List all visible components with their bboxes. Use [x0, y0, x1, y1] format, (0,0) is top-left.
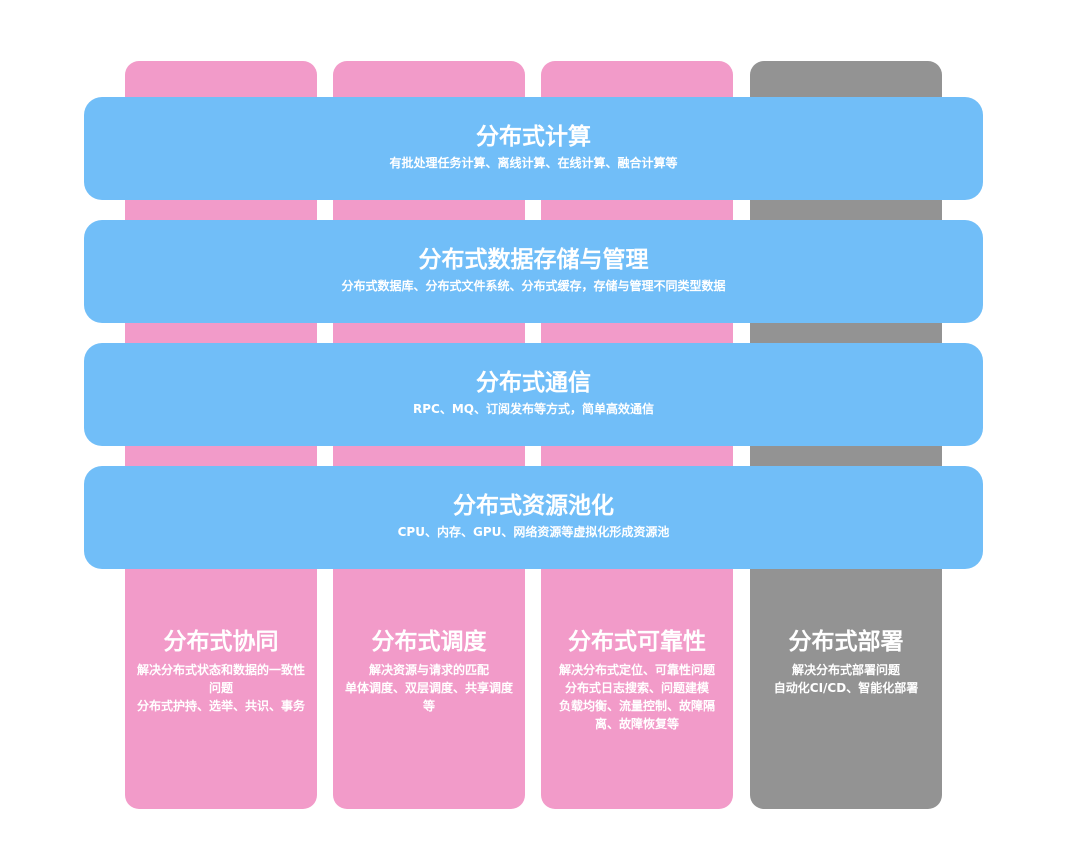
- column-line: 分布式护持、选举、共识、事务: [136, 699, 305, 713]
- column-line: 负载均衡、流量控制、故障隔离、故障恢复等: [558, 699, 715, 731]
- band-title: 分布式数据存储与管理: [418, 246, 649, 273]
- band-description: 分布式数据库、分布式文件系统、分布式缓存，存储与管理不同类型数据: [341, 278, 726, 293]
- column-line: 自动化CI/CD、智能化部署: [773, 681, 919, 695]
- band-storage: 分布式数据存储与管理 分布式数据库、分布式文件系统、分布式缓存，存储与管理不同类…: [84, 220, 983, 323]
- column-title: 分布式协同: [163, 629, 279, 655]
- band-resource-pooling: 分布式资源池化 CPU、内存、GPU、网络资源等虚拟化形成资源池: [84, 466, 983, 569]
- column-line: 解决资源与请求的匹配: [368, 663, 489, 677]
- band-computing: 分布式计算 有批处理任务计算、离线计算、在线计算、融合计算等: [84, 97, 983, 200]
- column-description: 解决分布式部署问题 自动化CI/CD、智能化部署: [770, 661, 922, 697]
- column-description: 解决分布式定位、可靠性问题 分布式日志搜索、问题建模 负载均衡、流量控制、故障隔…: [545, 661, 729, 733]
- band-description: RPC、MQ、订阅发布等方式，简单高效通信: [413, 401, 654, 416]
- column-line: 单体调度、双层调度、共享调度等: [344, 681, 513, 713]
- column-line: 解决分布式状态和数据的一致性问题: [136, 663, 305, 695]
- band-communication: 分布式通信 RPC、MQ、订阅发布等方式，简单高效通信: [84, 343, 983, 446]
- column-line: 解决分布式部署问题: [791, 663, 900, 677]
- column-description: 解决资源与请求的匹配 单体调度、双层调度、共享调度等: [337, 661, 521, 715]
- band-description: 有批处理任务计算、离线计算、在线计算、融合计算等: [389, 155, 678, 170]
- band-title: 分布式计算: [476, 123, 591, 150]
- column-title: 分布式可靠性: [568, 629, 706, 655]
- band-description: CPU、内存、GPU、网络资源等虚拟化形成资源池: [397, 524, 670, 539]
- band-title: 分布式通信: [476, 369, 591, 396]
- column-title: 分布式部署: [788, 629, 904, 655]
- column-title: 分布式调度: [371, 629, 487, 655]
- column-description: 解决分布式状态和数据的一致性问题 分布式护持、选举、共识、事务: [129, 661, 313, 715]
- band-title: 分布式资源池化: [453, 492, 614, 519]
- column-line: 分布式日志搜索、问题建模: [564, 681, 709, 695]
- column-line: 解决分布式定位、可靠性问题: [558, 663, 715, 677]
